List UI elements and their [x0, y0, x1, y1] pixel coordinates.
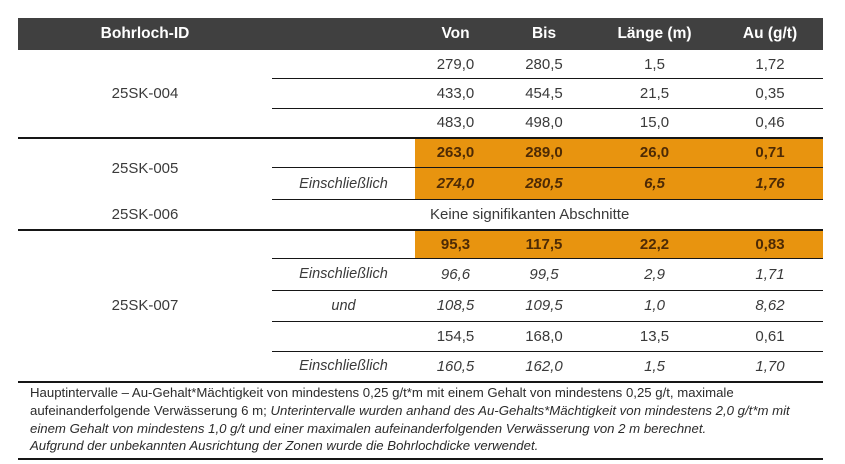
cell-laenge: 2,9 — [644, 265, 665, 283]
cell-von: 95,3 — [440, 235, 471, 253]
cell-bis: 498,0 — [525, 114, 563, 131]
footer-top-border — [18, 381, 823, 383]
row-divider — [272, 321, 823, 322]
cell-laenge: 26,0 — [639, 144, 670, 161]
cell-bis: 289,0 — [525, 144, 563, 161]
footnote-line-4: Aufgrund der unbekannten Ausrichtung der… — [30, 438, 539, 454]
group-divider — [18, 229, 823, 231]
hole-id: 25SK-005 — [111, 160, 179, 177]
header-laenge: Länge (m) — [617, 25, 692, 42]
cell-qualifier: Einschließlich — [299, 358, 388, 374]
cell-qualifier: und — [331, 297, 356, 314]
cell-laenge: 1,5 — [644, 55, 665, 73]
row-divider — [272, 199, 823, 200]
cell-bis: 109,5 — [525, 297, 563, 314]
table-header-row: Bohrloch-ID Von Bis Länge (m) Au (g/t) — [18, 18, 823, 50]
cell-von: 96,6 — [440, 265, 471, 283]
row-divider — [272, 290, 823, 291]
cell-au: 0,83 — [755, 235, 785, 253]
cell-au: 0,61 — [755, 327, 785, 345]
cell-von: 108,5 — [436, 297, 475, 314]
cell-laenge: 6,5 — [644, 175, 665, 192]
cell-au: 0,46 — [755, 114, 785, 131]
cell-laenge: 1,0 — [644, 297, 665, 314]
row-divider — [272, 167, 823, 168]
group-divider — [18, 137, 823, 139]
header-von: Von — [441, 25, 470, 42]
cell-bis: 168,0 — [525, 327, 563, 345]
cell-bis: 162,0 — [525, 357, 563, 375]
cell-au: 1,72 — [755, 55, 785, 73]
highlight-block-25sk005 — [415, 138, 823, 199]
highlight-block-25sk007 — [415, 230, 823, 258]
cell-laenge: 13,5 — [639, 327, 670, 345]
cell-au: 0,71 — [755, 144, 785, 161]
cell-von: 160,5 — [436, 357, 475, 375]
table-bottom-border — [18, 458, 823, 460]
cell-au: 1,76 — [755, 175, 785, 192]
hole-id: 25SK-006 — [111, 205, 179, 223]
cell-von: 433,0 — [436, 84, 475, 102]
cell-bis: 454,5 — [525, 84, 563, 102]
header-bohrloch-id: Bohrloch-ID — [100, 25, 190, 42]
row-divider — [272, 258, 823, 259]
row-divider — [272, 78, 823, 79]
cell-au: 8,62 — [755, 297, 785, 314]
cell-au: 1,70 — [755, 357, 785, 375]
footnote-line-3: einem Gehalt von mindestens 1,0 g/t und … — [30, 420, 707, 436]
cell-bis: 280,5 — [525, 55, 563, 73]
cell-laenge: 21,5 — [639, 84, 670, 102]
footnote-line-1: Hauptintervalle – Au-Gehalt*Mächtigkeit … — [30, 385, 734, 400]
footnotes: Hauptintervalle – Au-Gehalt*Mächtigkeit … — [18, 384, 823, 455]
cell-laenge: 22,2 — [639, 235, 670, 253]
footnote-line-2: aufeinanderfolgende Verwässerung 6 m; Un… — [30, 402, 790, 418]
hole-id: 25SK-007 — [111, 297, 179, 314]
cell-qualifier: Einschließlich — [299, 175, 388, 192]
cell-au: 1,71 — [755, 265, 785, 283]
cell-von: 154,5 — [436, 327, 475, 345]
cell-von: 483,0 — [436, 114, 475, 131]
cell-qualifier: Einschließlich — [299, 266, 388, 282]
cell-bis: 99,5 — [529, 265, 559, 283]
no-significant-intervals-note: Keine signifikanten Abschnitte — [430, 205, 630, 223]
header-bis: Bis — [531, 25, 557, 42]
cell-von: 279,0 — [436, 55, 475, 73]
row-divider — [272, 108, 823, 109]
cell-bis: 117,5 — [525, 235, 563, 253]
hole-id: 25SK-004 — [111, 85, 179, 102]
cell-au: 0,35 — [755, 84, 785, 102]
cell-von: 263,0 — [436, 144, 475, 161]
cell-von: 274,0 — [436, 175, 475, 192]
cell-laenge: 1,5 — [644, 357, 665, 375]
cell-bis: 280,5 — [525, 175, 563, 192]
cell-laenge: 15,0 — [639, 114, 670, 131]
row-divider — [272, 351, 823, 352]
header-au: Au (g/t) — [742, 25, 798, 42]
